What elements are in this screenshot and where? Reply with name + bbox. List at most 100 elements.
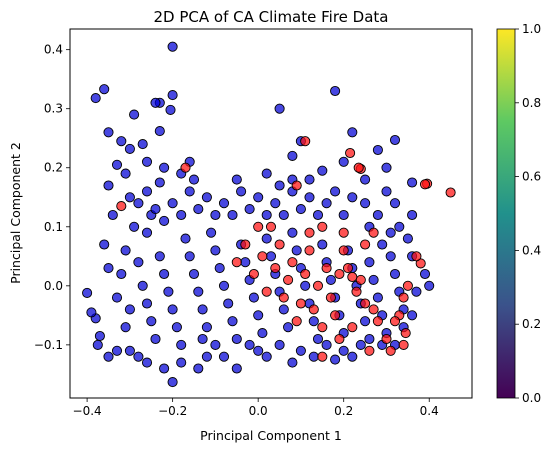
data-point-no-fire: [167, 41, 178, 52]
data-point-fire: [372, 316, 383, 327]
data-point-no-fire: [317, 165, 328, 176]
y-axis-title: Principal Component 2: [8, 142, 23, 284]
data-point-no-fire: [287, 150, 298, 161]
data-point-fire: [261, 286, 272, 297]
data-point-no-fire: [278, 209, 289, 221]
data-point-fire: [325, 292, 336, 303]
data-point-no-fire: [419, 268, 431, 280]
data-point-no-fire: [244, 339, 255, 350]
data-point-fire: [116, 201, 127, 212]
data-point-fire: [402, 280, 413, 291]
data-point-no-fire: [146, 316, 157, 327]
data-point-no-fire: [176, 209, 187, 221]
data-point-fire: [231, 257, 242, 268]
data-point-no-fire: [355, 339, 366, 350]
data-point-no-fire: [210, 245, 221, 256]
data-point-no-fire: [223, 298, 234, 309]
data-point-no-fire: [201, 192, 212, 203]
colorbar-tick-label: 0.4: [522, 243, 541, 257]
data-point-no-fire: [124, 192, 135, 203]
data-point-no-fire: [120, 168, 131, 179]
data-point-no-fire: [261, 351, 272, 362]
data-point-fire: [419, 179, 431, 190]
data-point-no-fire: [321, 198, 332, 209]
data-point-no-fire: [116, 268, 127, 280]
data-point-no-fire: [389, 198, 401, 209]
data-point-no-fire: [193, 204, 204, 215]
colorbar-tick-label: 0.8: [522, 96, 541, 110]
data-point-no-fire: [312, 209, 324, 221]
data-point-no-fire: [347, 351, 358, 362]
data-point-fire: [240, 239, 251, 250]
data-point-no-fire: [253, 192, 264, 203]
data-point-no-fire: [111, 292, 123, 303]
data-point-fire: [381, 333, 392, 345]
data-point-no-fire: [141, 156, 153, 167]
colorbar: [496, 28, 516, 399]
data-point-no-fire: [261, 233, 272, 244]
data-point-fire: [274, 239, 285, 250]
data-point-fire: [270, 263, 281, 274]
x-tick-label: −0.2: [158, 404, 187, 418]
data-point-no-fire: [330, 354, 341, 365]
data-point-no-fire: [167, 90, 178, 101]
y-tick-label: 0.0: [44, 279, 63, 293]
data-point-no-fire: [99, 84, 110, 95]
data-point-no-fire: [120, 322, 131, 333]
data-point-no-fire: [92, 339, 103, 350]
data-point-no-fire: [360, 316, 371, 327]
data-point-no-fire: [265, 251, 277, 262]
data-point-no-fire: [141, 227, 153, 238]
data-point-no-fire: [99, 239, 110, 250]
y-tick-label: 0.1: [44, 220, 63, 234]
data-point-fire: [304, 227, 315, 238]
data-point-no-fire: [163, 286, 174, 297]
data-point-no-fire: [347, 192, 358, 203]
y-axis-ticks: −0.1 0.0 0.1 0.2 0.3 0.4: [34, 43, 70, 352]
data-point-fire: [338, 245, 349, 256]
data-point-no-fire: [368, 274, 379, 285]
data-point-no-fire: [154, 177, 165, 188]
data-point-no-fire: [150, 204, 161, 215]
data-point-fire: [338, 227, 349, 238]
data-point-no-fire: [304, 174, 315, 185]
data-point-no-fire: [137, 139, 148, 150]
data-point-fire: [283, 274, 294, 285]
x-tick-label: −0.4: [73, 404, 102, 418]
data-point-no-fire: [197, 304, 208, 315]
data-point-fire: [342, 263, 354, 274]
data-point-no-fire: [159, 268, 170, 280]
data-point-no-fire: [372, 144, 383, 156]
data-point-no-fire: [244, 204, 255, 215]
data-point-fire: [304, 245, 315, 256]
data-point-no-fire: [402, 233, 413, 244]
data-point-no-fire: [304, 192, 315, 203]
data-point-fire: [368, 227, 379, 238]
data-point-no-fire: [103, 127, 114, 138]
data-point-no-fire: [407, 310, 418, 321]
data-point-no-fire: [364, 257, 375, 268]
data-point-no-fire: [150, 333, 161, 345]
data-point-no-fire: [176, 357, 187, 368]
data-point-fire: [445, 187, 456, 198]
data-point-no-fire: [129, 221, 140, 232]
data-point-no-fire: [372, 209, 383, 221]
data-point-fire: [334, 268, 345, 280]
data-point-no-fire: [171, 322, 182, 333]
data-point-fire: [257, 251, 268, 262]
data-point-fire: [398, 339, 409, 350]
chart-title: 2D PCA of CA Climate Fire Data: [154, 8, 389, 26]
data-point-fire: [345, 147, 356, 159]
data-point-no-fire: [90, 93, 101, 104]
x-tick-label: 0.0: [249, 404, 268, 418]
data-point-no-fire: [210, 339, 221, 350]
data-point-fire: [360, 239, 371, 250]
data-point-no-fire: [188, 268, 200, 280]
data-point-no-fire: [248, 292, 259, 303]
data-point-fire: [334, 333, 345, 345]
data-point-no-fire: [231, 363, 242, 374]
data-point-no-fire: [82, 287, 93, 298]
data-point-no-fire: [116, 136, 127, 147]
data-point-no-fire: [287, 357, 298, 368]
data-point-no-fire: [411, 286, 422, 297]
